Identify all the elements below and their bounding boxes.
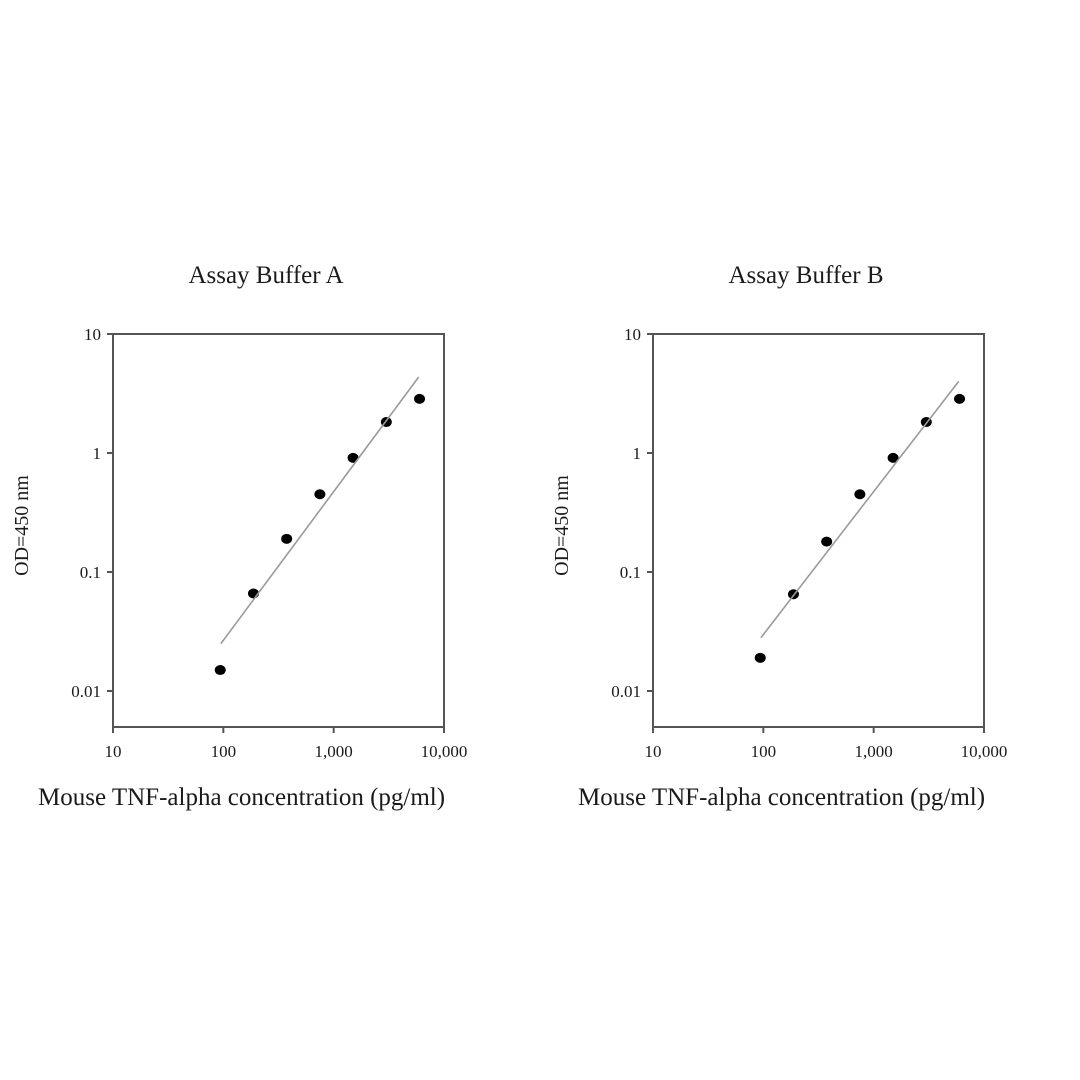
plot-frame — [112, 333, 445, 728]
data-point — [887, 452, 899, 463]
data-point — [281, 533, 293, 544]
chart-title: Assay Buffer A — [188, 262, 344, 289]
x-tick-label: 1,000 — [855, 742, 893, 761]
plot-frame — [652, 333, 985, 728]
fit-line — [760, 380, 960, 639]
x-tick-label: 10 — [645, 742, 662, 761]
y-tick-label: 10 — [84, 325, 101, 344]
y-tick-label: 0.1 — [620, 563, 641, 582]
data-point — [954, 393, 966, 404]
chart-panel-buffer-b: Assay Buffer B 10 1 0.1 0.01 10 100 1,000 10,00… — [540, 0, 1080, 1080]
x-axis-label: Mouse TNF-alpha concentration (pg/ml) — [38, 784, 446, 811]
data-point — [414, 393, 426, 404]
x-tick-label: 10 — [105, 742, 122, 761]
y-tick-label: 1 — [93, 444, 102, 463]
plot-area: 10 1 0.1 0.01 10 100 1,000 10,000 — [71, 325, 468, 761]
y-tick-label: 0.01 — [71, 682, 101, 701]
fit-line — [220, 376, 420, 645]
x-tick-label: 1,000 — [315, 742, 353, 761]
data-point — [347, 452, 359, 463]
x-tick-label: 10,000 — [421, 742, 468, 761]
y-axis-label: OD=450 nm — [10, 475, 33, 576]
y-axis-label: OD=450 nm — [550, 475, 573, 576]
data-point — [214, 665, 226, 676]
y-tick-label: 0.1 — [80, 563, 101, 582]
data-point — [314, 489, 326, 500]
y-tick-label: 0.01 — [611, 682, 641, 701]
x-tick-label: 10,000 — [961, 742, 1008, 761]
data-point — [821, 536, 833, 547]
x-tick-label: 100 — [751, 742, 777, 761]
x-axis-label: Mouse TNF-alpha concentration (pg/ml) — [578, 784, 986, 811]
y-tick-label: 10 — [624, 325, 641, 344]
chart-title: Assay Buffer B — [728, 262, 884, 289]
y-tick-label: 1 — [633, 444, 642, 463]
data-point — [854, 489, 866, 500]
plot-area: 10 1 0.1 0.01 10 100 1,000 10,000 — [611, 325, 1008, 761]
chart-panel-buffer-a: Assay Buffer A 10 1 0.1 0.01 10 100 1,000 10,00… — [10, 262, 468, 811]
x-tick-label: 100 — [211, 742, 237, 761]
data-point — [754, 652, 766, 663]
